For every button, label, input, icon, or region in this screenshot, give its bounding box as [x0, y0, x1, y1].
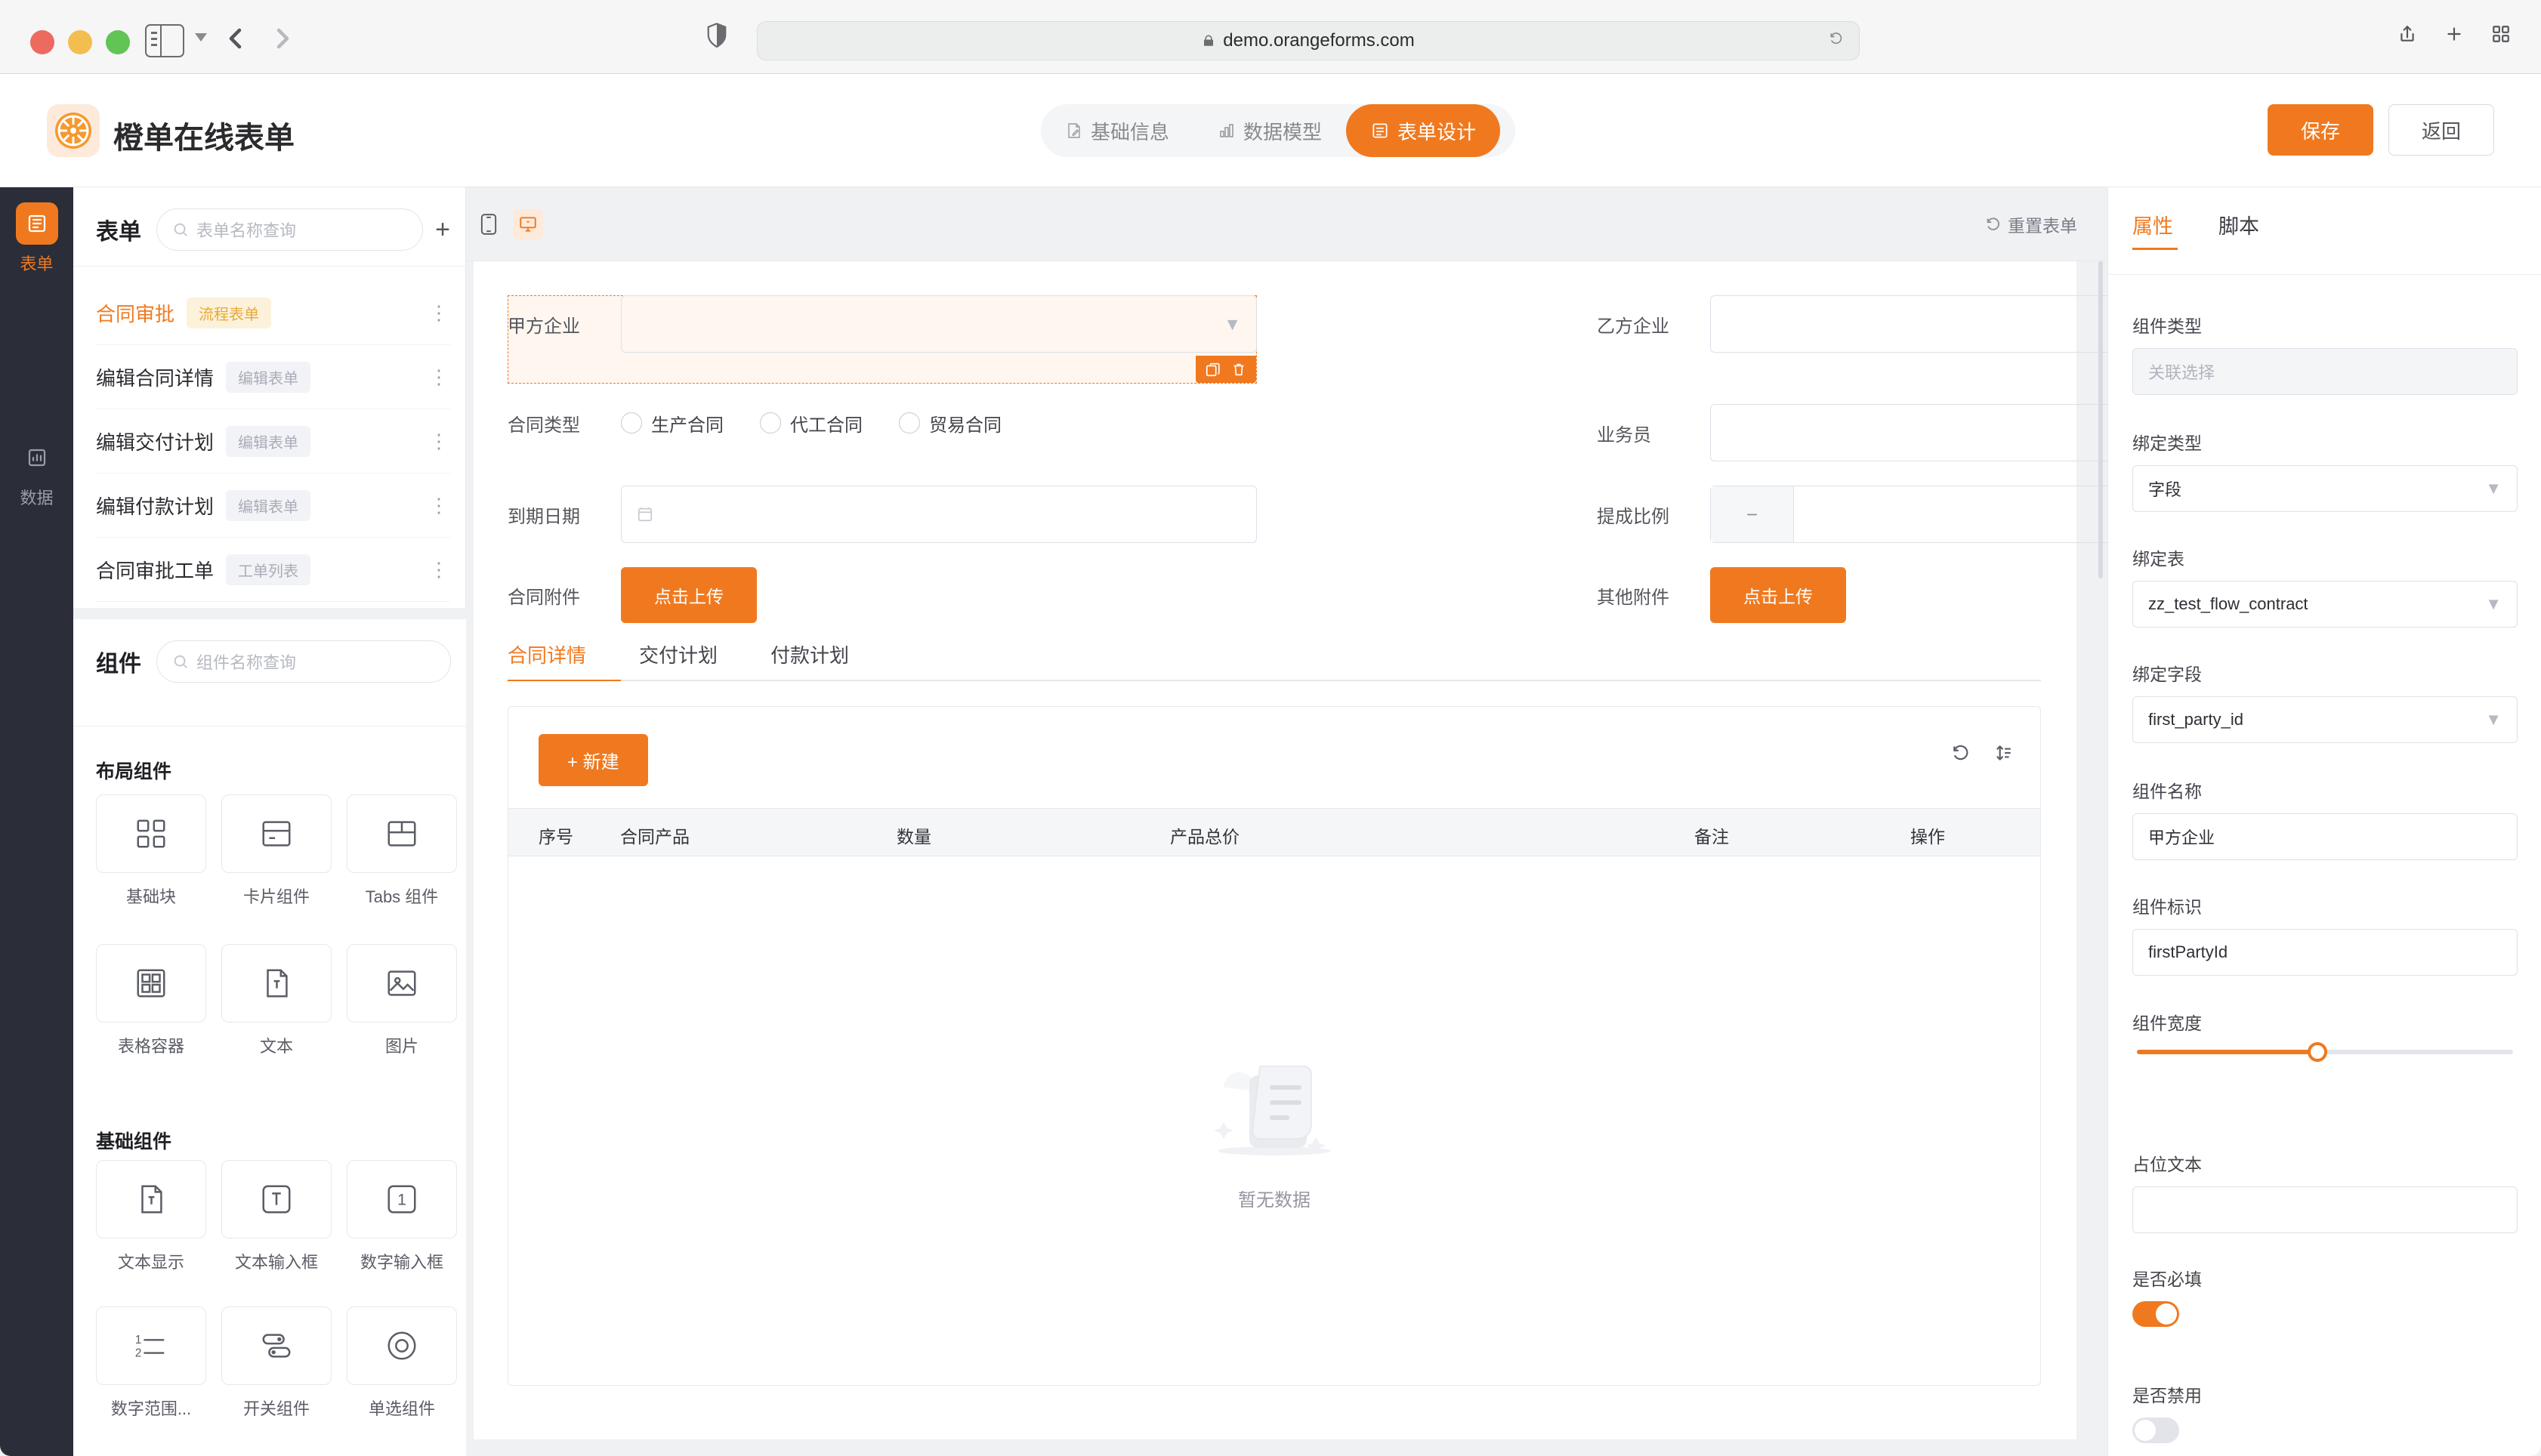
svg-text:1: 1	[397, 1192, 406, 1209]
svg-text:2: 2	[135, 1346, 142, 1359]
svg-text:1: 1	[135, 1334, 142, 1346]
